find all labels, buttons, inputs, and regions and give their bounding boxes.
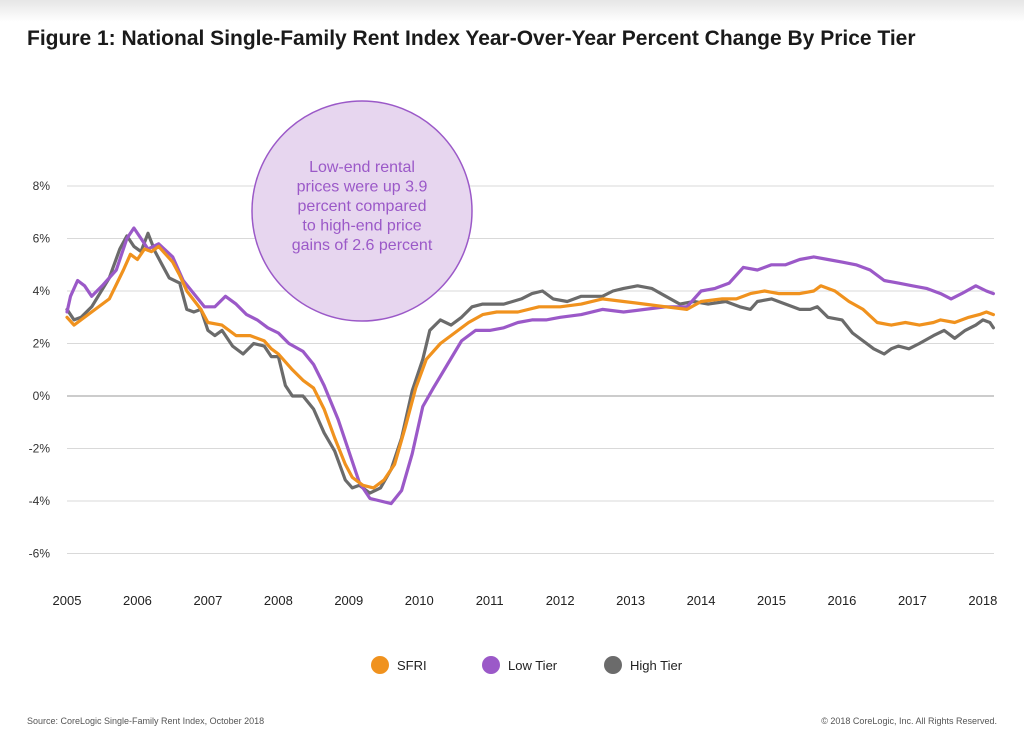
x-tick-label: 2017	[898, 593, 927, 608]
y-tick-label: 4%	[33, 284, 51, 298]
x-tick-label: 2005	[53, 593, 82, 608]
y-tick-label: -6%	[29, 547, 51, 561]
legend-item-low-tier: Low Tier	[482, 656, 558, 674]
x-tick-label: 2015	[757, 593, 786, 608]
figure-title: Figure 1: National Single-Family Rent In…	[27, 27, 916, 50]
copyright-note: © 2018 CoreLogic, Inc. All Rights Reserv…	[821, 716, 997, 726]
x-tick-label: 2011	[476, 593, 504, 608]
y-tick-label: 6%	[33, 232, 51, 246]
x-tick-label: 2009	[334, 593, 363, 608]
legend: SFRI Low Tier High Tier	[371, 656, 683, 674]
annotation-text-line: Low-end rental	[309, 159, 415, 176]
legend-item-sfri: SFRI	[371, 656, 427, 674]
top-shade	[0, 0, 1024, 22]
x-tick-label: 2014	[687, 593, 716, 608]
annotation-text-line: gains of 2.6 percent	[292, 237, 433, 254]
x-axis-labels: 2005 2006 2007 2008 2009 2010 2011 2012 2013 2014…	[53, 593, 998, 608]
legend-swatch	[482, 656, 500, 674]
y-tick-label: -2%	[29, 442, 51, 456]
x-tick-label: 2012	[546, 593, 575, 608]
legend-label: Low Tier	[508, 658, 558, 673]
series-line-high-tier	[65, 231, 995, 495]
y-axis-labels: 8% 6% 4% 2% 0% -2% -4% -6%	[29, 179, 51, 561]
series-line-sfri	[65, 244, 995, 490]
y-tick-label: 8%	[33, 179, 51, 193]
series-line-low-tier	[65, 226, 995, 506]
annotation-callout: Low-end rental prices were up 3.9 percent …	[251, 100, 473, 322]
legend-label: High Tier	[630, 658, 683, 673]
grid-lines	[67, 185, 994, 554]
x-tick-label: 2016	[827, 593, 856, 608]
legend-swatch	[371, 656, 389, 674]
x-tick-label: 2008	[264, 593, 293, 608]
y-tick-label: 2%	[33, 337, 51, 351]
legend-label: SFRI	[397, 658, 427, 673]
y-tick-label: 0%	[33, 389, 51, 403]
legend-item-high-tier: High Tier	[604, 656, 683, 674]
x-tick-label: 2010	[405, 593, 434, 608]
legend-swatch	[604, 656, 622, 674]
annotation-circle	[251, 100, 473, 322]
source-note: Source: CoreLogic Single-Family Rent Ind…	[27, 716, 265, 726]
x-tick-label: 2018	[968, 593, 997, 608]
y-tick-label: -4%	[29, 494, 51, 508]
x-tick-label: 2013	[616, 593, 645, 608]
x-tick-label: 2007	[193, 593, 222, 608]
series-lines	[65, 226, 995, 506]
annotation-text-line: to high-end price	[302, 218, 421, 235]
x-tick-label: 2006	[123, 593, 152, 608]
annotation-text-line: percent compared	[298, 198, 427, 215]
annotation-text-line: prices were up 3.9	[297, 179, 428, 196]
